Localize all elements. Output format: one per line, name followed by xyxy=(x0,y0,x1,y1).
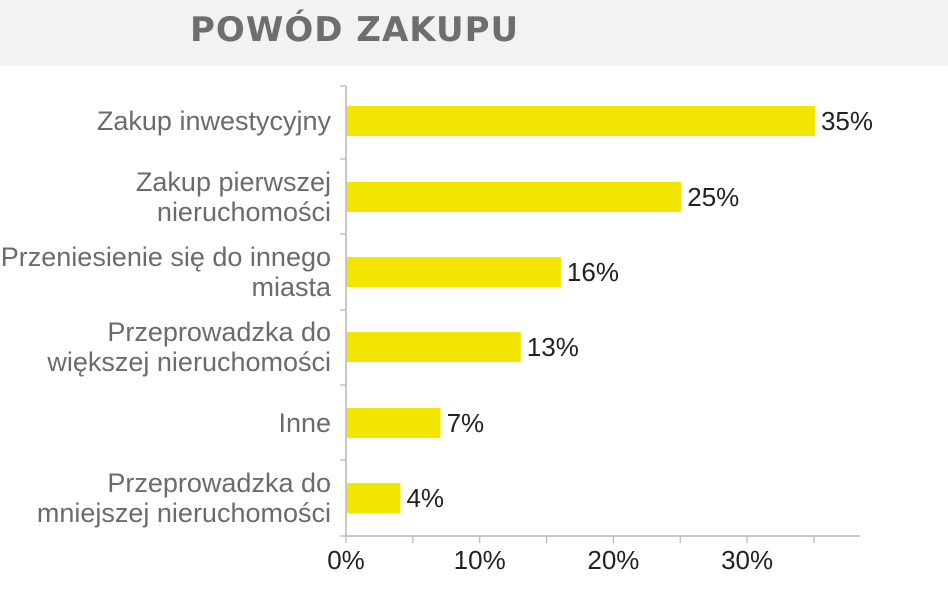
bar xyxy=(347,332,521,362)
data-label: 4% xyxy=(406,483,444,513)
category-label: Zakup pierwszej xyxy=(136,167,331,197)
data-label: 25% xyxy=(687,182,739,212)
category-label: Przeprowadzka do xyxy=(107,317,331,347)
bar xyxy=(347,182,682,212)
category-label: mniejszej nieruchomości xyxy=(37,498,331,528)
data-label: 7% xyxy=(447,408,485,438)
chart-title: POWÓD ZAKUPU xyxy=(190,10,520,50)
bar xyxy=(347,106,815,136)
data-label: 16% xyxy=(567,257,619,287)
category-label: miasta xyxy=(251,272,332,302)
category-label: Zakup inwestycyjny xyxy=(97,106,332,136)
category-label: nieruchomości xyxy=(157,197,331,227)
category-label: Inne xyxy=(278,408,331,438)
category-label: Przeniesienie się do innego xyxy=(1,242,331,272)
x-tick-label: 20% xyxy=(587,545,639,575)
category-label: większej nieruchomości xyxy=(46,347,331,377)
x-tick-label: 10% xyxy=(454,545,506,575)
x-tick-label: 30% xyxy=(721,545,773,575)
data-label: 13% xyxy=(527,332,579,362)
header-band xyxy=(0,0,948,66)
bar xyxy=(347,257,561,287)
bar xyxy=(347,483,401,513)
x-tick-label: 0% xyxy=(327,545,365,575)
category-label: Przeprowadzka do xyxy=(107,468,331,498)
bar xyxy=(347,408,441,438)
data-label: 35% xyxy=(821,106,873,136)
